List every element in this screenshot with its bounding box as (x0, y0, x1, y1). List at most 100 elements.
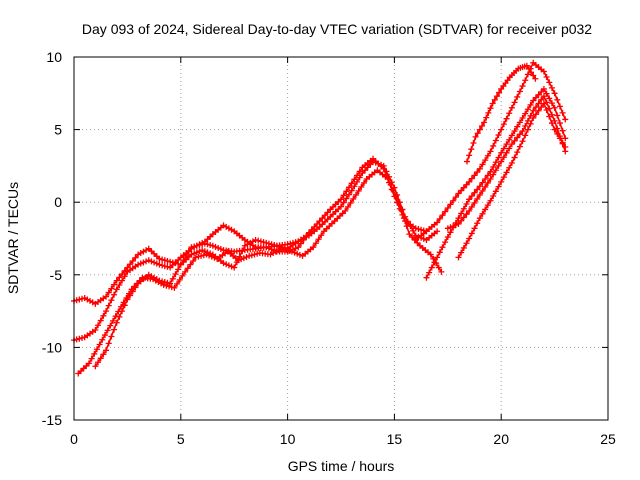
data-point (516, 143, 523, 150)
data-point (351, 176, 358, 183)
y-tick-label: -15 (42, 412, 62, 428)
data-point (492, 159, 499, 166)
data-point (191, 250, 198, 257)
data-point (551, 104, 558, 111)
data-point (185, 248, 192, 255)
data-point (215, 244, 222, 251)
data-point (484, 202, 491, 209)
data-point (168, 284, 175, 291)
data-point (354, 172, 361, 179)
data-point (471, 172, 478, 179)
data-point (468, 230, 475, 237)
data-point (532, 75, 539, 82)
data-point (496, 89, 503, 96)
data-point (324, 209, 331, 216)
data-point (514, 123, 521, 130)
data-point (121, 302, 128, 309)
data-point (143, 258, 150, 265)
data-point (522, 77, 529, 84)
data-point (468, 193, 475, 200)
data-point (532, 94, 539, 101)
data-point (395, 199, 402, 206)
data-point (159, 278, 166, 285)
y-axis-label: SDTVAR / TECUs (5, 182, 21, 294)
data-point (562, 144, 569, 151)
data-point (175, 260, 182, 267)
data-point (167, 258, 174, 265)
data-point (484, 179, 491, 186)
data-point (450, 223, 457, 230)
data-point (483, 114, 490, 121)
series-track-1 (71, 158, 441, 344)
data-point (101, 332, 108, 339)
data-point (360, 179, 367, 186)
data-point (200, 252, 207, 259)
data-point (543, 106, 550, 113)
data-point (196, 248, 203, 255)
data-point (198, 252, 205, 259)
data-point (527, 101, 534, 108)
data-point (471, 189, 478, 196)
data-point (514, 134, 521, 141)
data-point (111, 291, 118, 298)
data-point (73, 297, 80, 304)
data-point (271, 242, 278, 249)
data-point (460, 184, 467, 191)
series-line (425, 88, 567, 279)
data-point (516, 119, 523, 126)
data-point (76, 296, 83, 303)
data-point (103, 308, 110, 315)
data-point (207, 250, 214, 257)
data-point (161, 279, 168, 286)
data-point (279, 244, 286, 251)
data-point (119, 308, 126, 315)
data-point (159, 256, 166, 263)
data-point (434, 219, 441, 226)
data-point (257, 238, 264, 245)
data-point (191, 243, 198, 250)
data-point (281, 244, 288, 251)
data-point (294, 250, 301, 257)
data-point (193, 242, 200, 249)
data-point (487, 148, 494, 155)
data-point (427, 251, 434, 258)
data-point (471, 199, 478, 206)
data-point (524, 126, 531, 133)
data-point (340, 192, 347, 199)
data-point (182, 268, 189, 275)
data-point (398, 207, 405, 214)
data-point (156, 261, 163, 268)
data-point (112, 313, 119, 320)
data-point (121, 267, 128, 274)
data-point (156, 277, 163, 284)
data-point (458, 210, 465, 217)
data-point (116, 313, 123, 320)
data-point (554, 112, 561, 119)
series-track-4 (92, 231, 312, 370)
data-point (423, 274, 430, 281)
data-point (116, 274, 123, 281)
data-point (184, 265, 191, 272)
data-point (426, 269, 433, 276)
data-point (490, 171, 497, 178)
data-point (532, 104, 539, 111)
data-point (406, 231, 413, 238)
data-point (562, 116, 569, 123)
data-point (209, 242, 216, 249)
data-point (212, 243, 219, 250)
data-point (546, 95, 553, 102)
data-point (468, 203, 475, 210)
series-track-6 (423, 85, 569, 281)
data-point (97, 317, 104, 324)
data-point (444, 225, 451, 232)
data-point (236, 253, 243, 260)
data-point (95, 322, 102, 329)
data-point (434, 228, 441, 235)
data-point (342, 207, 349, 214)
data-point (487, 168, 494, 175)
data-point (273, 242, 280, 249)
data-point (187, 261, 194, 268)
data-point (460, 205, 467, 212)
data-point (176, 276, 183, 283)
